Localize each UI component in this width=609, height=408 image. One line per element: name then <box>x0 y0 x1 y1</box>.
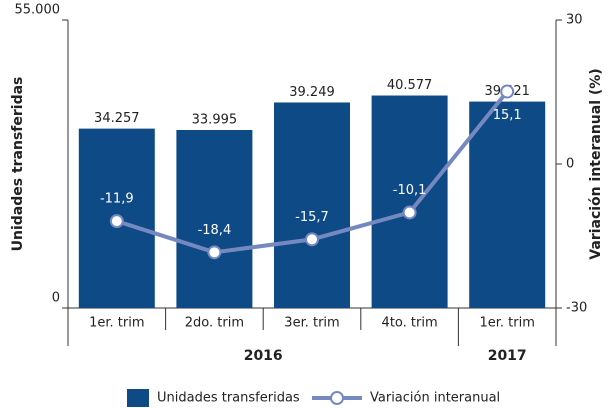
line-point <box>500 84 515 99</box>
bar <box>469 101 546 309</box>
legend-swatch <box>127 389 149 407</box>
line-point <box>109 214 124 229</box>
x-tick-label: 4to. trim <box>382 316 438 331</box>
line-label: -10,1 <box>393 183 427 198</box>
line-point <box>207 245 222 260</box>
line-label: 15,1 <box>493 108 522 123</box>
y2-tick-label: 0 <box>566 157 574 172</box>
y2-axis-title: Variación interanual (%) <box>588 68 604 259</box>
x-tick-label: 2do. trim <box>185 316 244 331</box>
line-label: -11,9 <box>100 192 134 207</box>
bar <box>176 129 253 308</box>
bar-label: 40.577 <box>387 78 433 93</box>
bar <box>371 95 448 308</box>
bar-label: 33.995 <box>192 112 238 127</box>
bar <box>274 102 350 308</box>
y-tick-label: 0 <box>52 291 60 306</box>
x-tick-label: 1er. trim <box>89 316 144 331</box>
x-tick-label: 3er. trim <box>284 316 339 331</box>
legend-label: Variación interanual <box>370 391 500 406</box>
bar-label: 34.257 <box>94 111 140 126</box>
y2-tick-label: -30 <box>566 301 587 316</box>
legend-marker <box>330 391 344 405</box>
group-label: 2017 <box>488 348 527 364</box>
line-label: -15,7 <box>295 210 329 225</box>
legend-label: Unidades transferidas <box>157 391 300 406</box>
y-tick-label: 55.000 <box>15 3 61 18</box>
line-point <box>305 232 319 247</box>
line-point <box>402 205 417 220</box>
y-axis-title: Unidades transferidas <box>10 77 26 252</box>
y2-tick-label: 30 <box>566 13 583 28</box>
line-label: -18,4 <box>198 223 232 238</box>
group-label: 2016 <box>244 348 283 364</box>
bar-label: 39.249 <box>289 85 335 100</box>
x-tick-label: 1er. trim <box>479 316 534 331</box>
